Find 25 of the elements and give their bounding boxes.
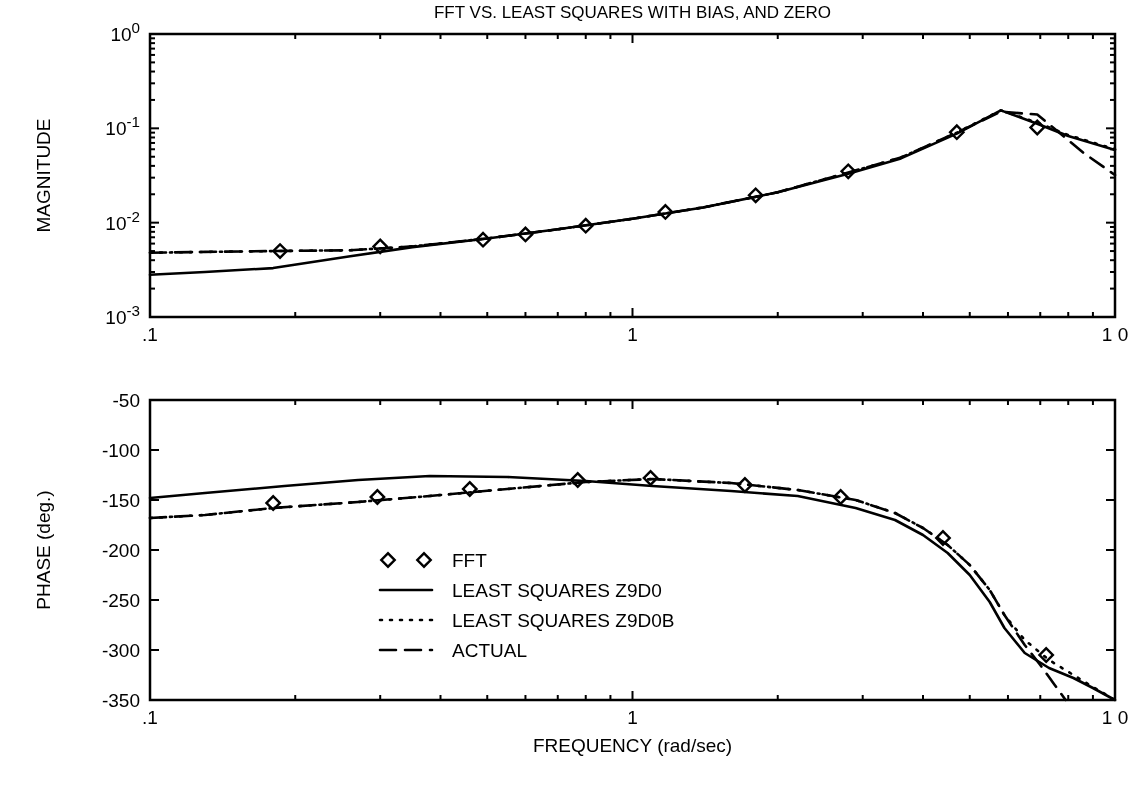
legend-label: ACTUAL — [452, 640, 527, 661]
x-tick-label: .1 — [142, 324, 158, 345]
y-tick-label: -300 — [101, 640, 140, 661]
x-tick-label: 1 0 — [1101, 707, 1129, 728]
chart-title: FFT VS. LEAST SQUARES WITH BIAS, AND ZERO — [433, 3, 832, 22]
legend-label: LEAST SQUARES Z9D0 — [452, 580, 662, 601]
legend-label: FFT — [452, 550, 488, 571]
y-tick-label: -50 — [112, 390, 140, 411]
x-tick-label: 1 — [627, 324, 638, 345]
x-tick-label: 1 — [627, 707, 638, 728]
y-tick-label: 10$^{-2}$ — [105, 207, 140, 234]
y-axis-title: MAGNITUDE — [33, 118, 54, 233]
x-tick-label: .1 — [142, 707, 158, 728]
y-tick-label: -200 — [101, 540, 140, 561]
x-tick-label: 1 0 — [1101, 324, 1129, 345]
y-axis-title: PHASE (deg.) — [33, 490, 54, 610]
y-tick-label: -250 — [101, 590, 140, 611]
x-axis-title: FREQUENCY (rad/sec) — [532, 735, 733, 756]
y-tick-label: -350 — [101, 690, 140, 711]
y-tick-label: -100 — [101, 440, 140, 461]
y-tick-label: -150 — [101, 490, 140, 511]
y-tick-label: 10$^{-1}$ — [105, 112, 140, 140]
y-tick-label: 10$^{0}$ — [110, 18, 140, 45]
legend-label: LEAST SQUARES Z9D0B — [452, 610, 675, 631]
y-tick-label: 10$^{-3}$ — [105, 301, 140, 328]
